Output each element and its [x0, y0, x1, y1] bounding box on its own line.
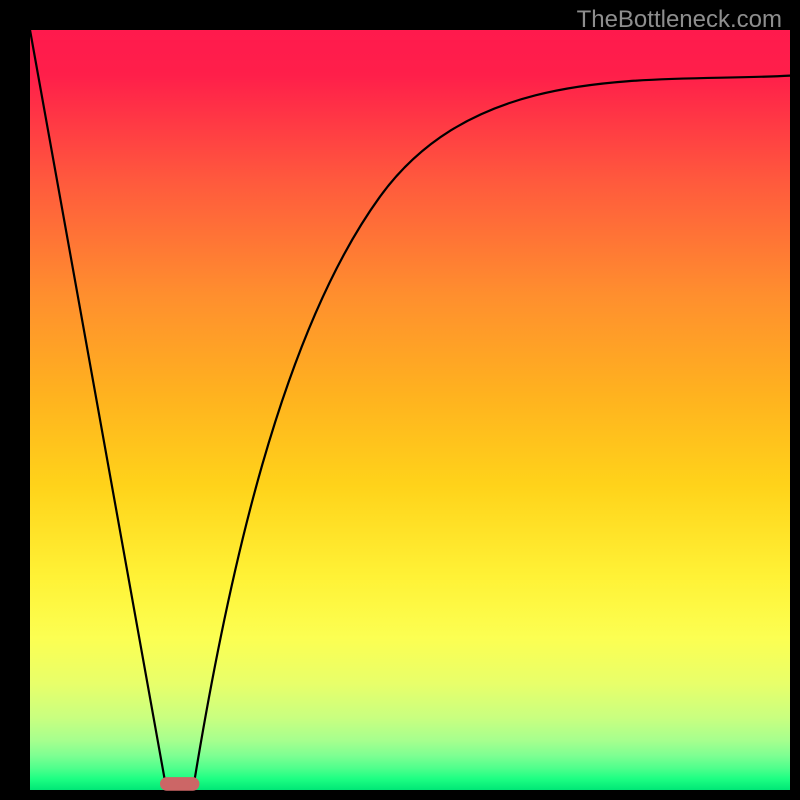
plot-svg	[30, 30, 790, 790]
watermark-text: TheBottleneck.com	[577, 6, 782, 34]
gradient-background	[30, 30, 790, 790]
plot-area	[30, 30, 790, 790]
bottleneck-marker	[160, 777, 200, 791]
chart-root: TheBottleneck.com	[0, 0, 800, 800]
